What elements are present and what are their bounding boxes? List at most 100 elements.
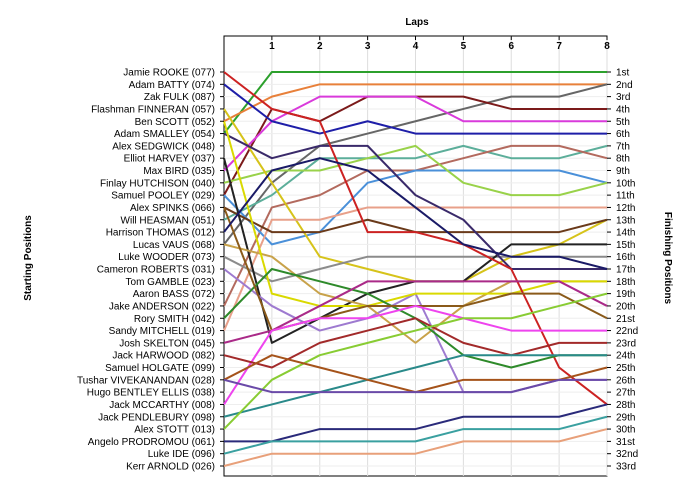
starting-position-label: Alex SEDGWICK (048): [112, 141, 215, 152]
lap-tick-label: 1: [269, 41, 275, 52]
starting-position-label: Jack PENDLEBURY (098): [98, 412, 215, 423]
series-line-33: [223, 428, 608, 467]
starting-position-label: Ben SCOTT (052): [135, 117, 215, 128]
finishing-position-label: 9th: [616, 166, 630, 177]
starting-position-label: Lucas VAUS (068): [133, 240, 215, 251]
series-line-7: [223, 144, 608, 221]
finishing-position-label: 19th: [616, 289, 635, 300]
finishing-position-label: 6th: [616, 129, 630, 140]
starting-position-label: Will HEASMAN (051): [121, 215, 215, 226]
finishing-position-label: 11th: [616, 191, 635, 202]
starting-position-label: Hugo BENTLEY ELLIS (038): [87, 388, 215, 399]
finishing-position-label: 3rd: [616, 92, 630, 103]
finishing-position-label: 10th: [616, 178, 635, 189]
lap-tick-label: 4: [413, 41, 419, 52]
lap-tick-label: 3: [365, 41, 371, 52]
series-line-2: [223, 83, 607, 123]
starting-position-label: Adam BATTY (074): [129, 80, 215, 91]
series-layer: [223, 71, 608, 467]
series-line-24: [223, 304, 607, 405]
starting-position-label: Sandy MITCHELL (019): [109, 326, 215, 337]
series-line-6: [223, 83, 607, 135]
finishing-position-label: 32nd: [616, 449, 638, 460]
finishing-position-label: 4th: [616, 104, 630, 115]
series-line-10: [223, 144, 608, 197]
series-line-27: [223, 354, 607, 418]
starting-position-label: Jack MCCARTHY (008): [109, 400, 215, 411]
series-line-32: [223, 415, 608, 455]
starting-position-label: Kerr ARNOLD (026): [126, 462, 215, 473]
starting-position-label: Cameron ROBERTS (031): [97, 265, 215, 276]
starting-position-label: Jack HARWOOD (082): [112, 351, 215, 362]
finishing-position-label: 8th: [616, 154, 630, 165]
starting-position-label: Tushar VIVEKANANDAN (028): [77, 375, 215, 386]
lap-tick-label: 2: [317, 41, 323, 52]
series-line-22: [223, 280, 608, 344]
finishing-position-label: 28th: [616, 400, 635, 411]
finishing-position-label: 1st: [616, 68, 630, 79]
finishing-position-label: 17th: [616, 265, 635, 276]
series-line-25: [223, 157, 608, 270]
series-line-19: [223, 120, 607, 307]
starting-position-label: Jake ANDERSON (022): [109, 301, 215, 312]
starting-position-label: Josh SKELTON (045): [119, 338, 215, 349]
starting-position-label: Alex STOTT (013): [134, 425, 215, 436]
series-line-9: [223, 169, 608, 246]
series-line-28: [223, 292, 608, 430]
starting-positions-axis-title: Starting Positions: [23, 215, 34, 301]
finishing-position-label: 26th: [616, 375, 635, 386]
series-line-30: [223, 378, 607, 394]
starting-position-label: Samuel POOLEY (029): [111, 191, 215, 202]
finishing-position-label: 13th: [616, 215, 635, 226]
finishing-position-label: 2nd: [616, 80, 633, 91]
finishing-position-label: 21st: [616, 314, 635, 325]
starting-position-label: Jamie ROOKE (077): [123, 68, 215, 79]
starting-position-label: Alex SPINKS (066): [130, 203, 215, 214]
finishing-position-label: 14th: [616, 228, 635, 239]
finishing-position-label: 5th: [616, 117, 630, 128]
finishing-position-label: 29th: [616, 412, 635, 423]
starting-position-label: Zak FULK (087): [144, 92, 215, 103]
finishing-position-label: 33rd: [616, 462, 636, 473]
starting-position-label: Tom GAMBLE (023): [126, 277, 215, 288]
finishing-position-label: 20th: [616, 301, 635, 312]
tick-labels-layer: 1 2 3 4 5 6 7 8: [269, 36, 610, 52]
finishing-position-label: 24th: [616, 351, 635, 362]
lap-tick-label: 6: [508, 41, 514, 52]
finishing-positions-axis-title: Finishing Positions: [662, 212, 673, 305]
finishing-position-label: 15th: [616, 240, 635, 251]
starting-position-label: Max BIRD (035): [143, 166, 215, 177]
lap-tick-label: 8: [604, 41, 610, 52]
starting-position-label: Harrison THOMAS (012): [106, 228, 215, 239]
finishing-position-label: 12th: [616, 203, 635, 214]
starting-position-label: Adam SMALLEY (054): [114, 129, 215, 140]
starting-position-label: Luke WOODER (073): [118, 252, 215, 263]
series-line-31: [224, 403, 608, 443]
finishing-position-label: 7th: [616, 141, 630, 152]
finishing-position-label: 23rd: [616, 338, 636, 349]
series-line-20: [223, 71, 608, 406]
finishing-position-label: 27th: [616, 388, 635, 399]
starting-position-label: Luke IDE (096): [148, 449, 215, 460]
starting-position-label: Samuel HOLGATE (099): [105, 363, 215, 374]
series-line-1: [223, 71, 607, 135]
laps-axis-title: Laps: [405, 17, 429, 28]
finishing-position-label: 30th: [616, 425, 635, 436]
starting-position-label: Angelo PRODROMOU (061): [88, 437, 215, 448]
finishing-position-label: 16th: [616, 252, 635, 263]
starting-position-labels: Jamie ROOKE (077)Adam BATTY (074)Zak FUL…: [77, 68, 224, 473]
starting-position-label: Elliot HARVEY (037): [124, 154, 215, 165]
finishing-position-labels: 1st2nd3rd4th5th6th7th8th9th10th11th12th1…: [607, 68, 638, 473]
starting-position-label: Flashman FINNERAN (057): [91, 104, 215, 115]
starting-position-label: Rory SMITH (042): [134, 314, 215, 325]
starting-position-label: Aaron BASS (072): [133, 289, 215, 300]
starting-position-label: Finlay HUTCHISON (040): [100, 178, 215, 189]
lap-tick-label: 5: [461, 41, 467, 52]
finishing-position-label: 22nd: [616, 326, 638, 337]
lap-tick-label: 7: [556, 41, 562, 52]
finishing-position-label: 18th: [616, 277, 635, 288]
series-line-16: [223, 132, 607, 270]
finishing-position-label: 31st: [616, 437, 635, 448]
